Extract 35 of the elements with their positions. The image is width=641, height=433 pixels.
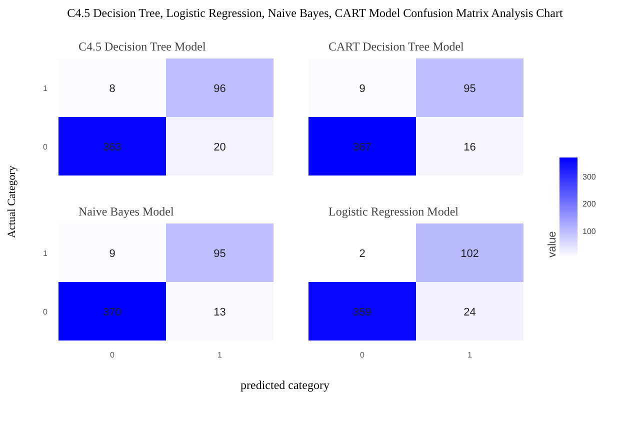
chart-title: CART Decision Tree Model [328,40,465,54]
data-label: 2 [359,248,366,260]
y-tick-label: 0 [43,142,48,152]
data-label: 16 [464,141,476,154]
data-label: 359 [353,306,372,318]
y-tick-label: 1 [43,248,48,258]
color-bar-title: value [546,231,558,258]
x-tick-label: 1 [468,350,473,360]
text: C4.5 Decision Tree, Logistic Regression, Naive Bayes, CART Model Confusion Matrix Analysis Chart [67,5,563,22]
x-tick-label: 1 [218,350,223,360]
data-label: 102 [460,248,479,260]
color-bar-label: 200 [582,200,596,209]
data-label: 370 [103,306,122,318]
x-tick-label: 0 [360,350,366,360]
data-label: 8 [109,82,116,95]
data-label: 20 [214,141,226,154]
chart-title: Naive Bayes Model [78,204,174,218]
chart-title: Logistic Regression Model [328,204,460,218]
data-label: 13 [214,306,226,318]
x-axis-title: predicted category [240,377,330,394]
data-label: 95 [464,82,476,95]
data-label: 95 [214,248,226,260]
y-tick-label: 0 [43,307,48,316]
data-label: 9 [109,248,116,260]
x-tick-label: 0 [110,350,116,360]
data-label: 9 [359,82,366,95]
data-label: 96 [214,82,226,95]
y-axis-title: Actual Category [5,166,19,238]
chart-title: C4.5 Decision Tree Model [78,40,206,54]
data-label: 24 [464,306,476,318]
data-label: 367 [353,141,372,154]
color-bar-label: 100 [582,226,596,236]
data-label: 363 [103,141,122,154]
y-tick-label: 1 [43,84,48,93]
color-bar-label: 300 [582,172,596,182]
